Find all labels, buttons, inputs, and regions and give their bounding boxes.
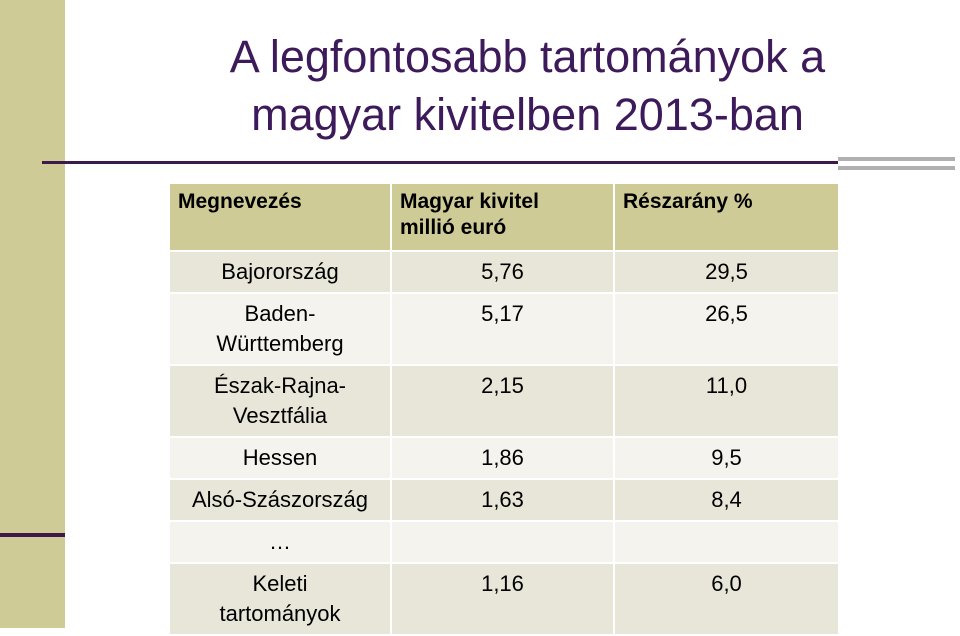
cell: [613, 520, 840, 564]
cell: 5,76: [390, 250, 615, 294]
table-row: Keleti tartományok 1,16 6,0: [168, 562, 840, 636]
cell: 26,5: [613, 292, 840, 366]
cell: 2,15: [390, 364, 615, 438]
row-label: Hessen: [168, 436, 392, 480]
row-label: Baden- Württemberg: [168, 292, 392, 366]
row-label: Bajorország: [168, 250, 392, 294]
table: Megnevezés Magyar kivitel millió euró Rész…: [168, 182, 840, 636]
title-rule-grey: [838, 166, 955, 170]
title-rule-grey: [838, 157, 955, 161]
row-label: Észak-Rajna- Vesztfália: [168, 364, 392, 438]
sidebar-line: [0, 533, 65, 537]
cell: 1,16: [390, 562, 615, 636]
sidebar: [0, 0, 65, 628]
row-label: …: [168, 520, 392, 564]
row-label: Alsó-Szászország: [168, 478, 392, 522]
cell: 1,63: [390, 478, 615, 522]
table-row: Baden- Württemberg 5,17 26,5: [168, 292, 840, 366]
table-row: Bajorország 5,76 29,5: [168, 250, 840, 294]
row-label: Keleti tartományok: [168, 562, 392, 636]
cell: 9,5: [613, 436, 840, 480]
table-row: Észak-Rajna- Vesztfália 2,15 11,0: [168, 364, 840, 438]
column-header: Magyar kivitel millió euró: [390, 182, 615, 252]
column-header: Részarány %: [613, 182, 840, 252]
cell: [390, 520, 615, 564]
cell: 6,0: [613, 562, 840, 636]
cell: 5,17: [390, 292, 615, 366]
column-header: Megnevezés: [168, 182, 392, 252]
table-row: Alsó-Szászország 1,63 8,4: [168, 478, 840, 522]
table-row: Hessen 1,86 9,5: [168, 436, 840, 480]
cell: 29,5: [613, 250, 840, 294]
cell: 11,0: [613, 364, 840, 438]
title-rule: [42, 161, 838, 164]
cell: 8,4: [613, 478, 840, 522]
header-row: Megnevezés Magyar kivitel millió euró Rész…: [168, 182, 840, 252]
table-body: Bajorország 5,76 29,5 Baden- Württemberg 5,1…: [168, 250, 840, 636]
table-row: …: [168, 520, 840, 564]
title: A legfontosabb tartományok a magyar kivi…: [229, 31, 826, 140]
cell: 1,86: [390, 436, 615, 480]
